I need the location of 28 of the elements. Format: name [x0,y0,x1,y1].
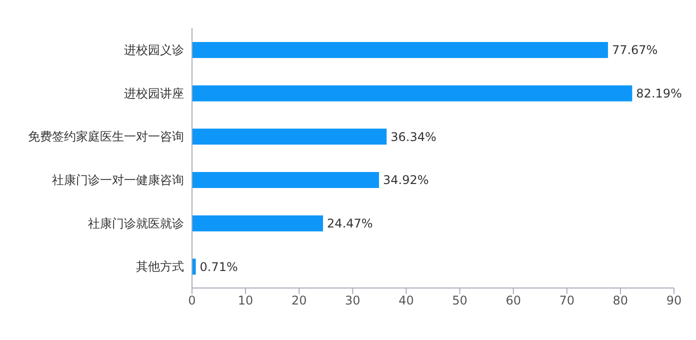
x-tick-label: 50 [452,294,468,308]
y-tick-label: 进校园讲座 [124,86,184,100]
data-label: 82.19% [636,86,682,101]
x-tick-label: 10 [238,294,254,308]
x-tick-label: 60 [506,294,521,308]
bar [192,85,632,102]
bar [192,258,196,275]
y-tick-label: 社康门诊就医就诊 [88,216,184,230]
data-label: 36.34% [390,130,436,144]
y-tick-label: 其他方式 [136,260,184,274]
x-tick-label: 80 [612,294,628,308]
x-tick-label: 70 [559,294,575,308]
data-label: 77.67% [612,43,658,58]
bar [192,128,387,145]
data-label: 34.92% [383,173,429,188]
data-label: 0.71% [200,260,238,274]
x-tick-label: 30 [345,294,360,308]
x-tick-label: 0 [188,294,196,308]
x-tick-label: 40 [398,294,414,308]
y-tick-label: 免费签约家庭医生一对一咨询 [28,130,184,144]
x-tick-label: 20 [291,294,307,308]
data-label: 24.47% [327,216,373,231]
bar [192,42,608,58]
bar [192,172,380,188]
y-tick-label: 社康门诊一对一健康咨询 [52,172,184,187]
x-tick-label: 90 [666,294,682,308]
y-tick-label: 进校园义诊 [124,42,184,57]
bar [192,215,324,232]
